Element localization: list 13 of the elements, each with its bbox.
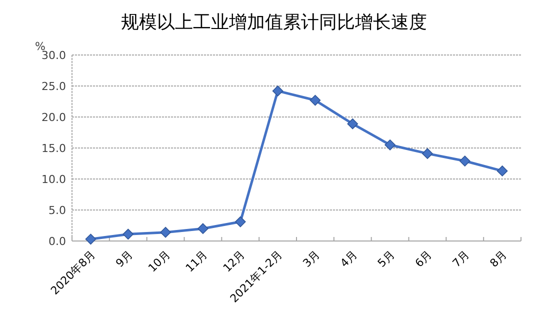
point: [459, 156, 470, 166]
point: [310, 94, 321, 106]
point: [234, 216, 246, 228]
point: [85, 234, 96, 245]
point: [160, 226, 171, 238]
point: [122, 228, 134, 240]
point: [422, 148, 433, 159]
point: [384, 140, 396, 150]
point: [272, 86, 284, 96]
point: [347, 118, 358, 130]
point: [496, 166, 508, 176]
point: [198, 223, 208, 234]
title: 规模以上工业增加值累计同比增长速度: [121, 12, 427, 33]
